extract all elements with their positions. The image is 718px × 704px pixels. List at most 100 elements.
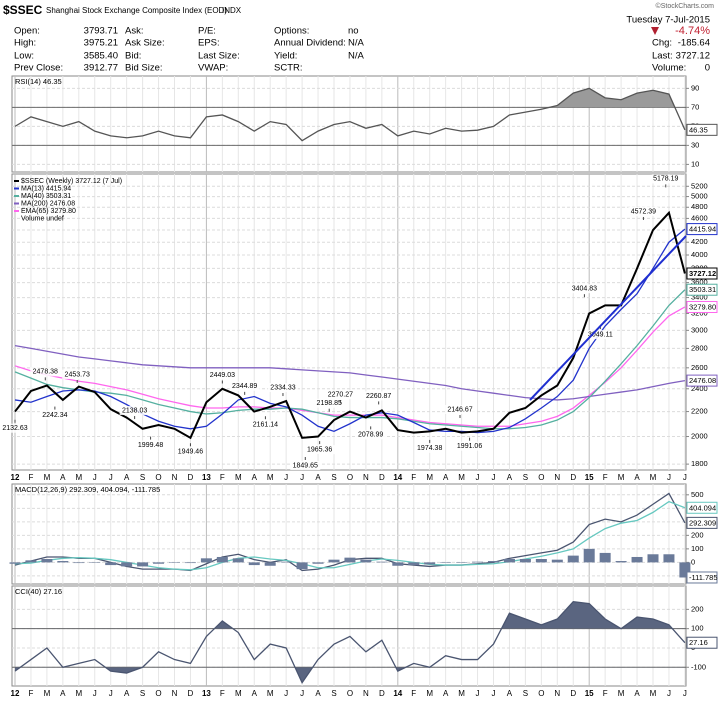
histogram-bar	[184, 562, 196, 564]
histogram-bar	[25, 560, 37, 563]
x-tick-label: D	[570, 473, 576, 482]
annotation-bg	[585, 330, 616, 340]
annotation-bg	[267, 383, 298, 393]
histogram-bar	[376, 561, 388, 563]
x-tick-label: A	[124, 689, 130, 698]
value-box	[686, 267, 718, 280]
x-tick-label: J	[284, 689, 288, 698]
x-tick-label: A	[315, 689, 321, 698]
x-tick-label: A	[634, 689, 640, 698]
value-box-label: 4415.94	[689, 225, 716, 234]
x-tick-label: J	[492, 473, 496, 482]
x-tick-label: 14	[393, 689, 402, 698]
y-tick-label: 4200	[691, 237, 708, 246]
annotation-bg	[314, 398, 345, 408]
series-line	[14, 210, 686, 440]
y-tick-label: 0	[691, 557, 695, 566]
x-tick-label: J	[93, 689, 97, 698]
histogram-bar	[647, 554, 659, 563]
histogram-bar	[312, 562, 324, 564]
field-label: Ask:	[125, 26, 143, 37]
x-tick-label: S	[331, 473, 336, 482]
legend-label: MA(200) 2476.08	[21, 200, 75, 207]
index-name: Shanghai Stock Exchange Composite Index …	[46, 6, 227, 15]
x-tick-label: J	[683, 473, 687, 482]
histogram-bar	[200, 558, 212, 563]
panel-background	[11, 483, 687, 585]
x-tick-label: F	[603, 689, 608, 698]
panel-title: RSI(14) 46.35	[15, 77, 62, 86]
field-label: Last:	[652, 51, 673, 62]
value-box-label: 292.309	[689, 518, 716, 527]
x-tick-label: A	[507, 473, 513, 482]
y-tick-label: 70	[691, 102, 699, 111]
annotation: 2161.14	[253, 422, 278, 429]
x-tick-label: J	[109, 473, 113, 482]
annotation: 2242.34	[42, 412, 67, 419]
x-tick-label: A	[443, 689, 449, 698]
value-box-label: 3279.80	[689, 302, 716, 311]
x-tick-label: J	[492, 689, 496, 698]
annotation: 2453.73	[65, 371, 90, 378]
trend-line	[529, 235, 687, 401]
x-tick-label: D	[379, 473, 385, 482]
field-label: Bid Size:	[125, 63, 163, 74]
y-tick-label: 100	[691, 624, 704, 633]
x-tick-label: N	[172, 689, 178, 698]
overbought-fill	[15, 601, 685, 629]
y-tick-label: 2000	[691, 432, 708, 441]
annotation: 1949.46	[178, 449, 203, 456]
x-tick-label: J	[300, 689, 304, 698]
histogram-bar	[424, 562, 436, 565]
x-tick-label: M	[44, 689, 51, 698]
x-tick-label: M	[618, 689, 625, 698]
y-tick-label: 3400	[691, 293, 708, 302]
value-box-label: -111.785	[689, 573, 718, 582]
annotation-bg	[414, 443, 445, 453]
histogram-bar	[472, 561, 484, 563]
y-tick-label: 2200	[691, 407, 708, 416]
field-label: Bid:	[125, 51, 141, 62]
x-tick-label: M	[267, 473, 274, 482]
histogram-bar	[583, 548, 595, 563]
histogram-bar	[631, 556, 643, 563]
value-box-label: 404.094	[689, 503, 716, 512]
histogram-bar	[440, 562, 452, 563]
x-tick-label: M	[426, 473, 433, 482]
annotation-bg	[135, 440, 166, 450]
y-tick-label: 30	[691, 140, 699, 149]
x-tick-label: J	[284, 473, 288, 482]
legend-label: MA(13) 4415.94	[21, 185, 71, 192]
histogram-bar	[615, 561, 627, 563]
field-label: EPS:	[198, 38, 220, 49]
series-line	[14, 87, 686, 142]
x-tick-label: A	[634, 473, 640, 482]
annotation: 3049.11	[588, 331, 613, 338]
date: Tuesday 7-Jul-2015	[626, 15, 710, 26]
x-tick-label: M	[235, 473, 242, 482]
down-arrow	[651, 27, 659, 35]
series-line	[14, 228, 686, 434]
y-tick-label: 3600	[691, 278, 708, 287]
annotation-bg	[250, 420, 281, 430]
x-tick-label: 13	[202, 473, 211, 482]
histogram-bar	[551, 559, 563, 563]
x-tick-label: M	[650, 689, 657, 698]
value-box-label: 2476.08	[689, 376, 716, 385]
annotation: 2449.03	[210, 372, 235, 379]
x-tick-label: F	[603, 473, 608, 482]
field-label: P/E:	[198, 26, 216, 37]
field-label: Prev Close:	[14, 63, 63, 74]
annotation: 1999.48	[138, 442, 163, 449]
x-tick-label: 15	[585, 473, 594, 482]
histogram-bar	[535, 559, 547, 563]
y-tick-label: 2600	[691, 363, 708, 372]
x-tick-label: J	[476, 689, 480, 698]
histogram-bar	[503, 559, 515, 563]
y-tick-label: 500	[691, 490, 704, 499]
x-tick-label: M	[426, 689, 433, 698]
x-tick-label: F	[29, 473, 34, 482]
annotation: 2334.33	[270, 384, 295, 391]
histogram-bar	[344, 557, 356, 563]
histogram-bar	[9, 562, 21, 564]
